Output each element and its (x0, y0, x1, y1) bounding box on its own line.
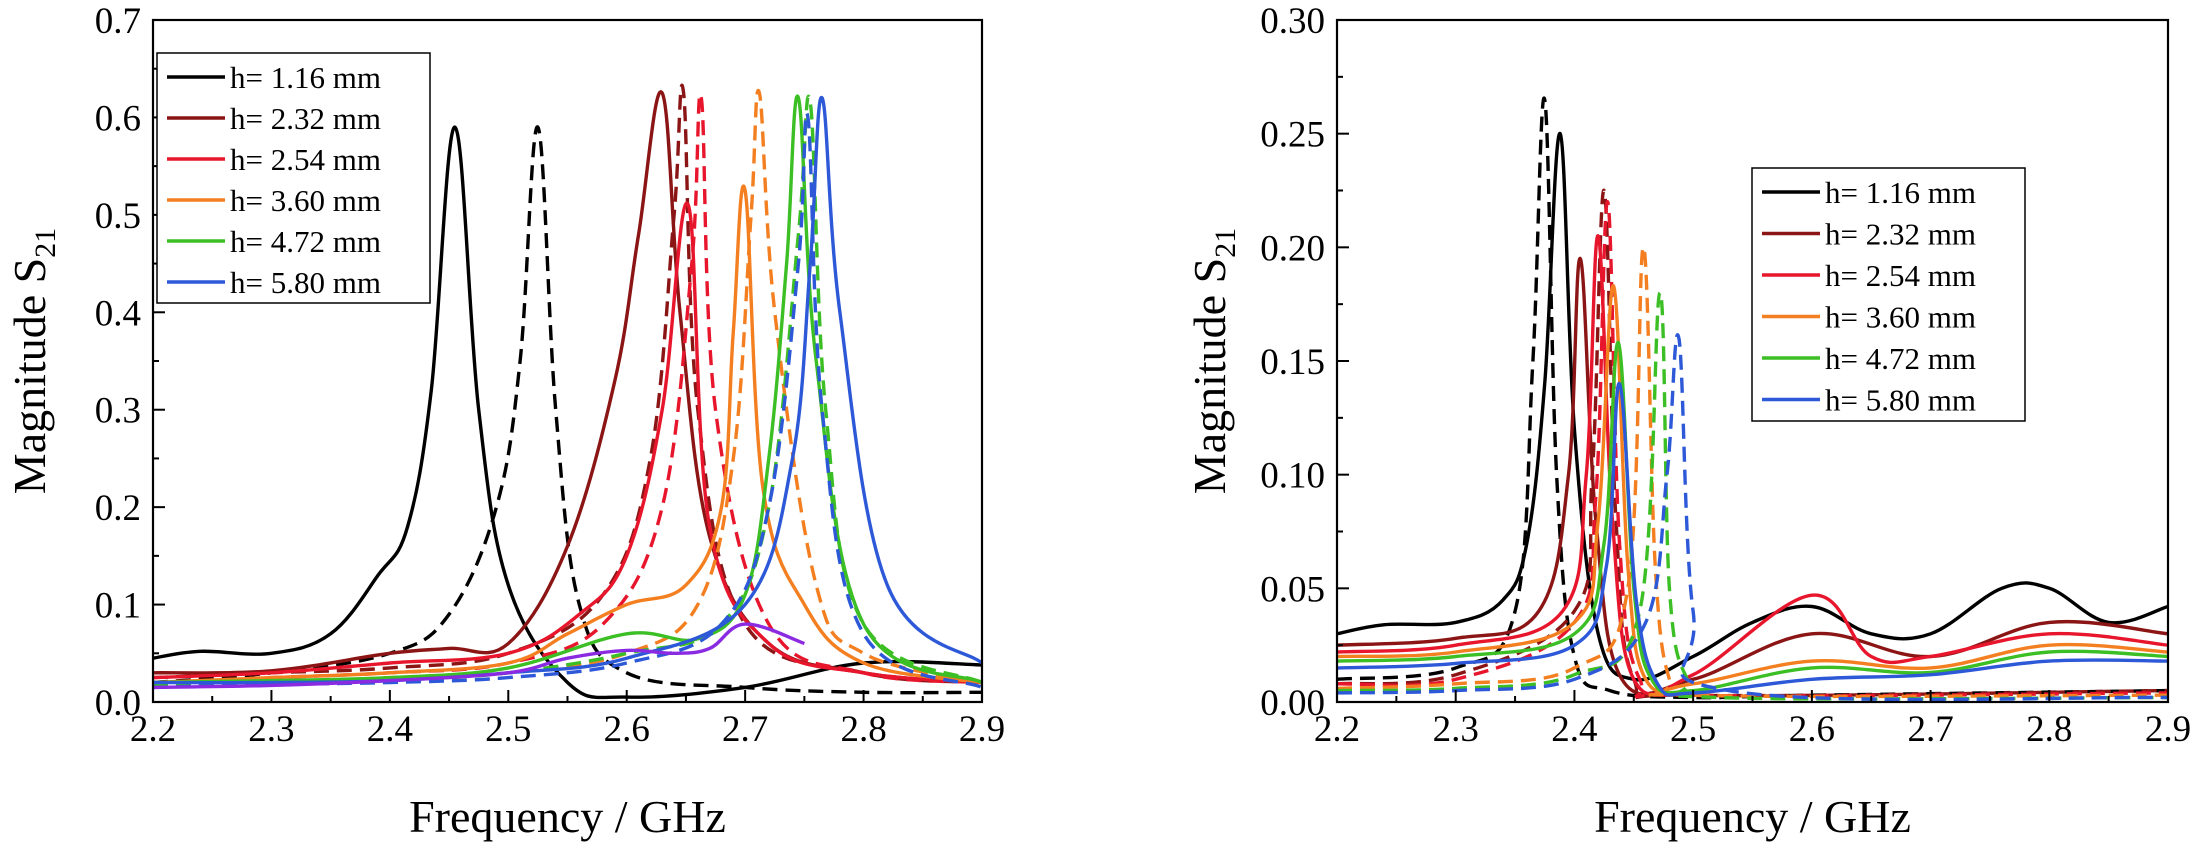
series-line-6 (153, 184, 982, 685)
legend: h= 1.16 mm h= 2.32 mm h= 2.54 mm h= 3.60 mm… (156, 52, 431, 304)
series-line-9 (1337, 291, 2168, 701)
legend-label: h= 2.54 mm (1825, 258, 1976, 293)
y-tick-label: 0.4 (95, 293, 141, 334)
y-tick-label: 0.0 (95, 683, 141, 724)
legend-label: h= 2.32 mm (1825, 217, 1976, 252)
series-line-7 (1337, 245, 2168, 699)
series-group (153, 83, 982, 700)
y-tick-label: 0.05 (1260, 569, 1325, 610)
legend-box (156, 52, 431, 304)
legend-label: h= 2.32 mm (230, 101, 381, 136)
y-axis-title: Magnitude S21 (4, 228, 62, 494)
y-tick-label: 0.10 (1260, 456, 1325, 497)
series-line-11 (1337, 333, 2168, 702)
x-tick-label: 2.6 (604, 709, 650, 750)
legend-label: h= 3.60 mm (230, 183, 381, 218)
x-tick-label: 2.9 (2145, 709, 2191, 750)
x-tick-label: 2.7 (722, 709, 768, 750)
legend-label: h= 1.16 mm (1825, 175, 1976, 210)
series-line-12 (153, 622, 805, 690)
legend-label: h= 4.72 mm (230, 224, 381, 259)
legend-label: h= 1.16 mm (230, 60, 381, 95)
x-tick-label: 2.9 (959, 709, 1005, 750)
legend-label: h= 3.60 mm (1825, 300, 1976, 335)
legend-label: h= 2.54 mm (230, 142, 381, 177)
x-tick-label: 2.5 (485, 709, 531, 750)
y-axis-title: Magnitude S21 (1184, 228, 1242, 494)
series-line-10 (1337, 381, 2168, 697)
y-tick-label: 0.7 (95, 1, 141, 42)
y-tick-label: 0.00 (1260, 683, 1325, 724)
chart-left: 2.2 2.3 2.4 2.5 2.6 2.7 2.8 2.9 0.0 0.1 0.2 0.3 0.4 0… (4, 1, 1005, 842)
legend: h= 1.16 mm h= 2.32 mm h= 2.54 mm h= 3.60 mm… (1751, 167, 2026, 422)
series-line-4 (1337, 234, 2168, 696)
x-tick-label: 2.8 (840, 709, 886, 750)
y-tick-label: 0.1 (95, 586, 141, 627)
x-tick-label: 2.8 (2026, 709, 2072, 750)
y-axis-title-main: Magnitude S (4, 258, 55, 494)
x-axis-title: Frequency / GHz (409, 791, 726, 842)
legend-label: h= 4.72 mm (1825, 341, 1976, 376)
y-tick-label: 0.3 (95, 391, 141, 432)
series-line-6 (1337, 284, 2168, 693)
x-tick-label: 2.3 (1433, 709, 1479, 750)
x-tick-label: 2.5 (1670, 709, 1716, 750)
y-tick-label: 0.6 (95, 98, 141, 139)
legend-box (1751, 167, 2026, 422)
series-line-3 (153, 83, 982, 685)
x-tick-label: 2.4 (367, 709, 413, 750)
series-line-0 (153, 125, 982, 700)
y-tick-label: 0.15 (1260, 342, 1325, 383)
x-tick-label: 2.6 (1789, 709, 1835, 750)
x-axis-title: Frequency / GHz (1594, 791, 1911, 842)
series-group (1337, 96, 2168, 702)
y-axis-title-sub: 21 (1209, 228, 1242, 258)
legend-label: h= 5.80 mm (230, 265, 381, 300)
y-axis-title-sub: 21 (29, 228, 62, 258)
legend-label: h= 5.80 mm (1825, 383, 1976, 418)
series-line-4 (153, 201, 982, 685)
x-tick-label: 2.2 (1314, 709, 1360, 750)
y-tick-label: 0.25 (1260, 115, 1325, 156)
y-tick-label: 0.30 (1260, 1, 1325, 42)
x-tick-label: 2.3 (248, 709, 294, 750)
x-tick-label: 2.7 (1907, 709, 1953, 750)
x-tick-label: 2.4 (1551, 709, 1597, 750)
series-line-1 (153, 125, 982, 695)
y-axis-title-main: Magnitude S (1184, 258, 1235, 494)
chart-right: 2.2 2.3 2.4 2.5 2.6 2.7 2.8 2.9 0.00 0.05 0.10 0.15… (1184, 1, 2191, 842)
x-tick-label: 2.2 (130, 709, 176, 750)
y-tick-label: 0.20 (1260, 228, 1325, 269)
y-tick-label: 0.5 (95, 196, 141, 237)
y-tick-label: 0.2 (95, 488, 141, 529)
